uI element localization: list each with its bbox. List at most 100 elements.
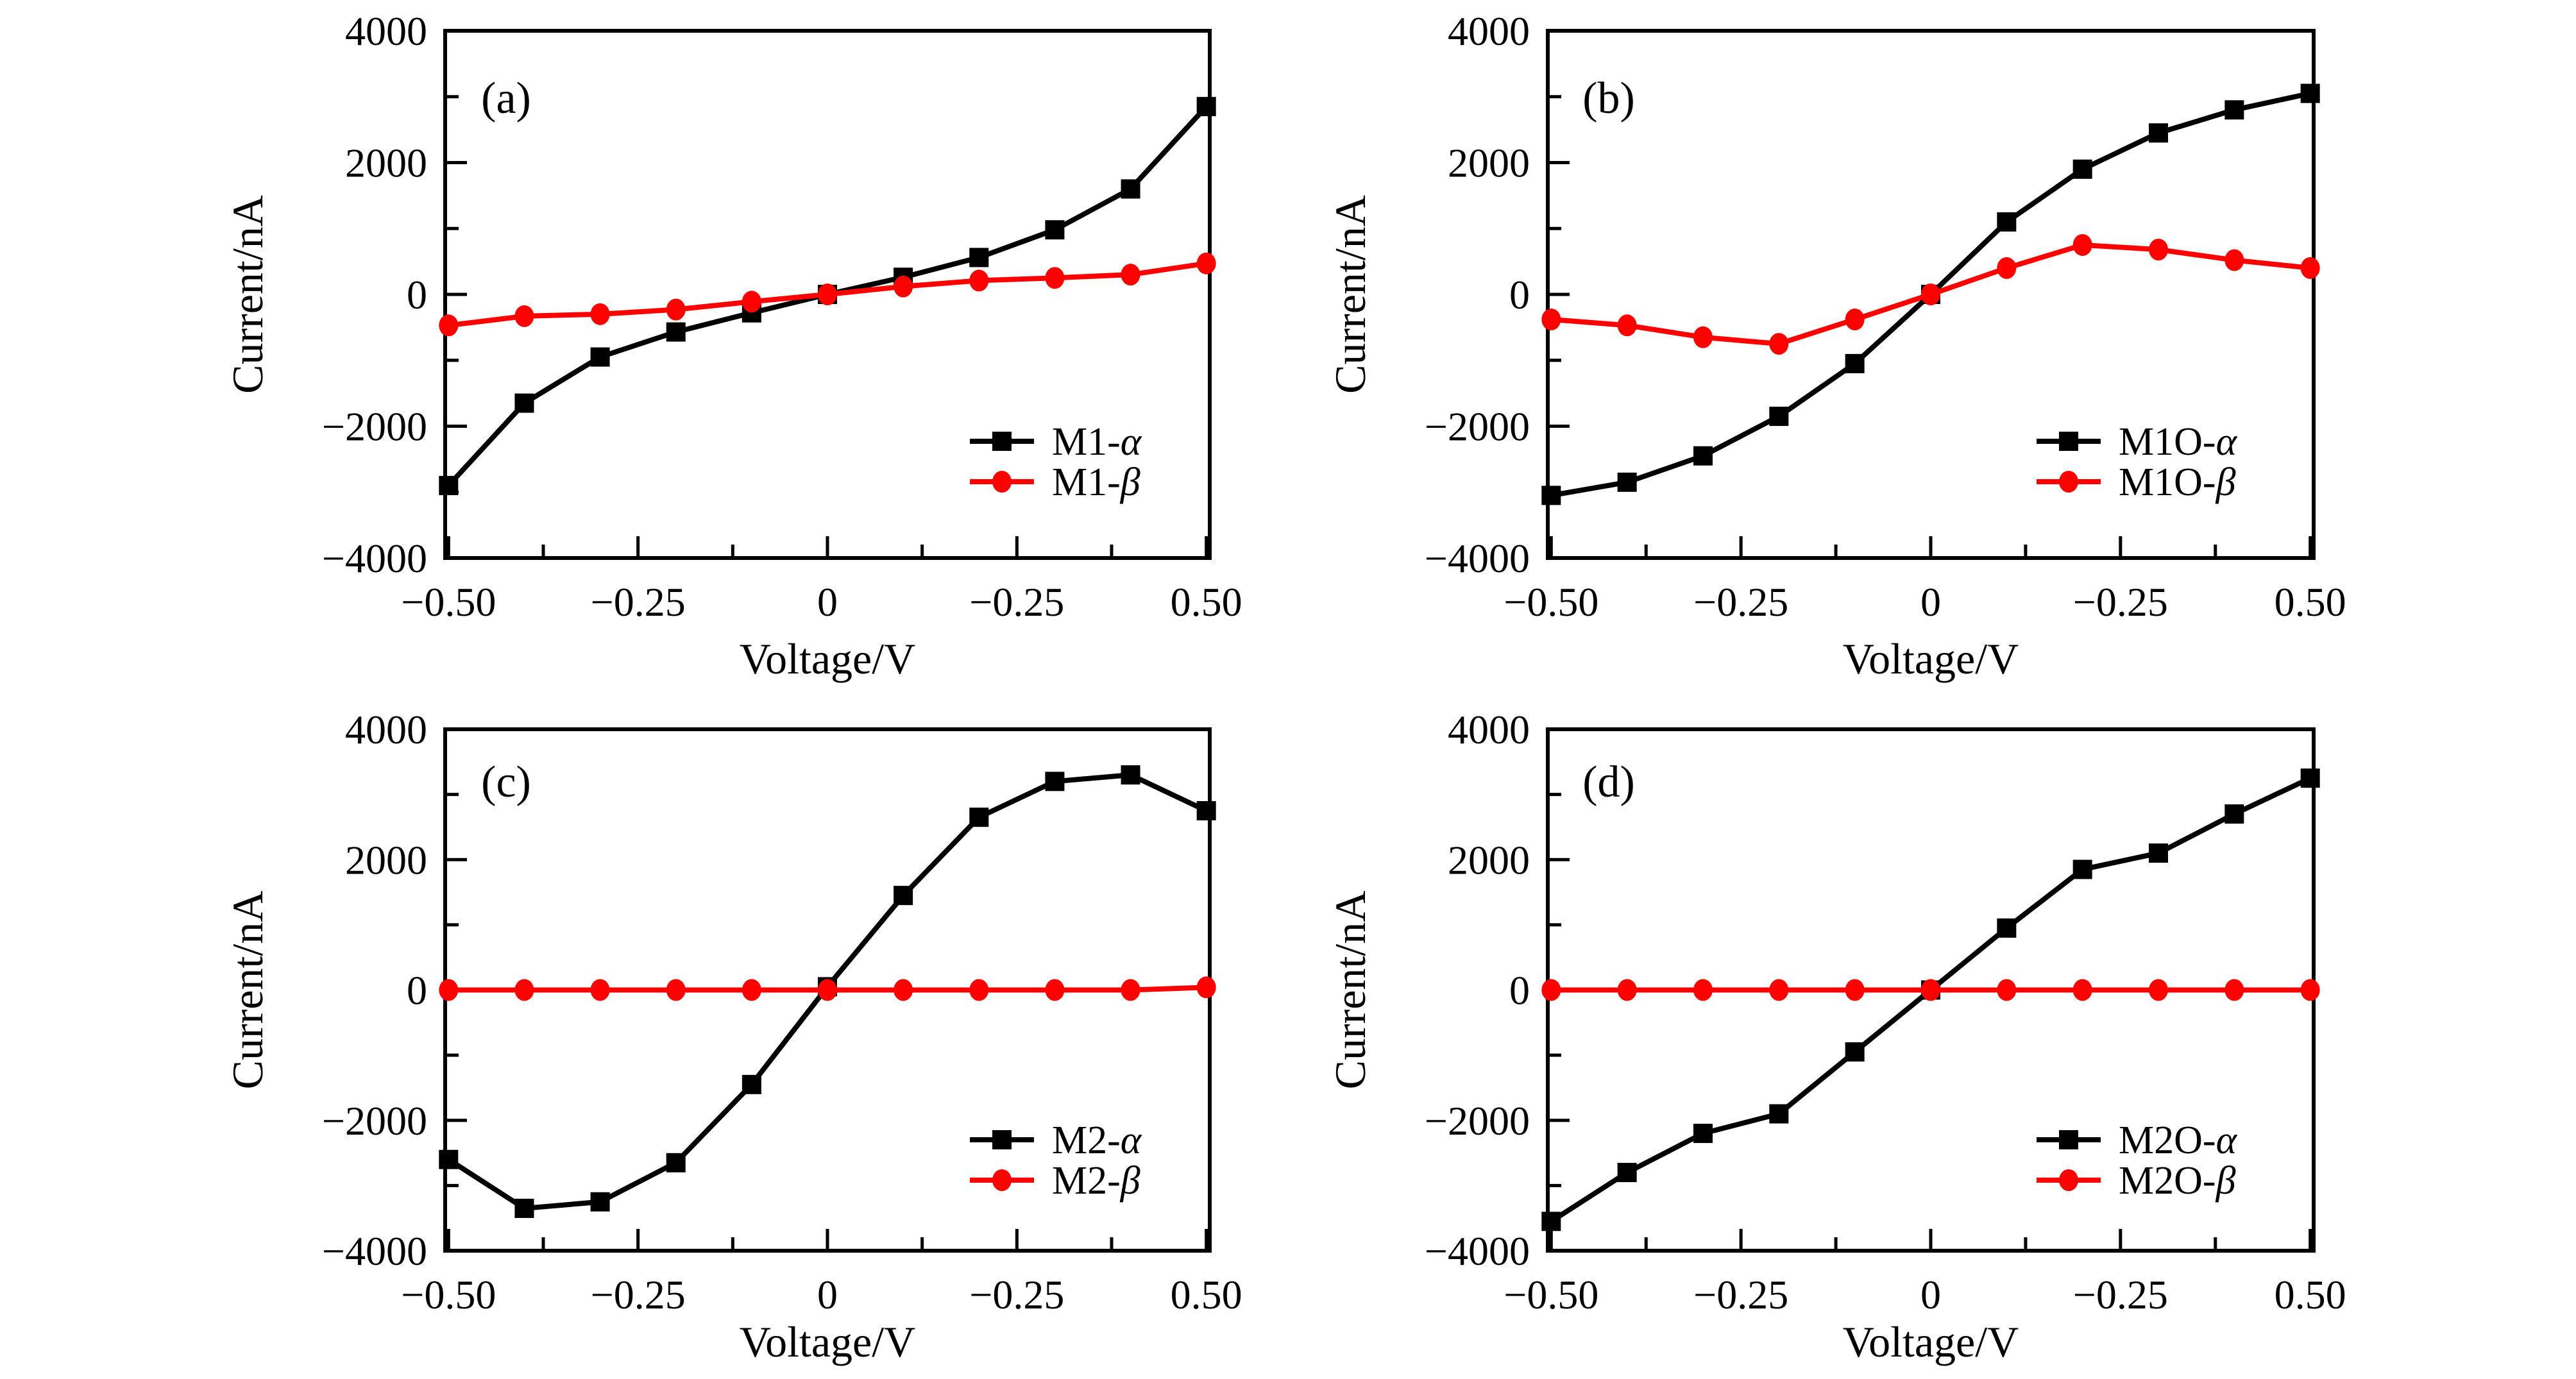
series-1-marker xyxy=(1693,326,1713,348)
x-axis-title: Voltage/V xyxy=(1843,1317,2019,1366)
x-tick-label: −0.25 xyxy=(969,579,1064,625)
plot-frame xyxy=(1546,29,2316,560)
series-1-marker xyxy=(1693,979,1713,1001)
series-0-marker xyxy=(1045,220,1065,240)
series-0-marker xyxy=(2300,83,2320,103)
series-1-marker xyxy=(2224,249,2244,271)
series-1-marker xyxy=(1769,979,1789,1001)
x-tick-label: 0 xyxy=(1920,1272,1941,1317)
x-tick-label: −0.25 xyxy=(1693,1272,1788,1317)
series-1-marker xyxy=(741,979,761,1001)
panel-letter: (a) xyxy=(481,74,531,123)
series-1-marker xyxy=(894,979,913,1001)
series-1-marker xyxy=(1845,979,1865,1001)
legend-square-marker-icon xyxy=(992,432,1012,451)
series-1-marker xyxy=(2149,979,2169,1001)
series-0-marker xyxy=(894,886,913,906)
series-0-marker xyxy=(1693,446,1713,466)
series-1-marker xyxy=(590,303,610,325)
series-1-marker xyxy=(1121,979,1140,1001)
legend-label: M1O-α xyxy=(2119,420,2238,464)
series-1-marker xyxy=(1196,976,1216,999)
series-0-marker xyxy=(1541,1212,1561,1231)
series-1-marker xyxy=(2072,233,2092,256)
legend: M2-αM2-β xyxy=(970,1119,1142,1203)
series-1-marker xyxy=(590,979,610,1001)
series-1-marker xyxy=(666,979,686,1001)
x-tick-label: −0.50 xyxy=(401,1272,496,1317)
series-0-marker xyxy=(741,1074,761,1094)
panel-letter: (b) xyxy=(1582,74,1635,123)
series-1-marker xyxy=(1617,979,1637,1001)
x-tick-label: −0.25 xyxy=(2073,1272,2168,1317)
series-1-marker xyxy=(666,298,686,321)
series-1-marker xyxy=(1997,979,2017,1001)
legend-label: M2-α xyxy=(1052,1119,1142,1162)
series-0-marker xyxy=(1997,212,2017,232)
x-tick-label: −0.50 xyxy=(1504,1272,1598,1317)
y-axis-title: Current/nA xyxy=(223,891,272,1090)
y-tick-label: −2000 xyxy=(1425,1098,1530,1144)
series-1-marker xyxy=(2300,979,2320,1001)
series-1-marker xyxy=(1541,309,1561,331)
series-1-marker xyxy=(1845,309,1865,331)
y-tick-label: 4000 xyxy=(1448,707,1530,752)
series-1-marker xyxy=(1045,267,1065,289)
series-1-marker xyxy=(514,979,534,1001)
series-0-marker xyxy=(514,393,534,413)
x-tick-label: 0 xyxy=(817,1272,838,1317)
series-1-marker xyxy=(894,275,913,298)
panel-d: −0.50 −0.25 0 −0.25 0.50 −4000 −2000 0 2000 4000 V… xyxy=(1326,707,2346,1366)
series-1-marker xyxy=(1196,252,1216,275)
x-tick-label: 0 xyxy=(1920,579,1941,625)
series-1-marker xyxy=(1921,979,1940,1001)
series-1-marker xyxy=(969,269,989,292)
x-tick-label: −0.25 xyxy=(2073,579,2168,625)
series-1-marker xyxy=(1921,283,1940,305)
chart-c: −0.50 −0.25 0 −0.25 0.50 −4000 −2000 0 2000 4000 V… xyxy=(223,707,1242,1366)
series-1-marker xyxy=(514,305,534,327)
plot-frame xyxy=(443,29,1212,560)
y-tick-label: 2000 xyxy=(1448,140,1530,186)
y-tick-label: 4000 xyxy=(345,8,427,54)
panel-c: −0.50 −0.25 0 −0.25 0.50 −4000 −2000 0 2000 4000 V… xyxy=(223,707,1242,1366)
series-0-marker xyxy=(1121,765,1140,785)
y-tick-label: −4000 xyxy=(1425,1228,1530,1274)
series-1-marker xyxy=(1121,264,1140,286)
series-0-marker xyxy=(1845,353,1865,373)
series-1-marker xyxy=(1997,257,2017,279)
y-tick-label: 0 xyxy=(1509,968,1530,1013)
chart-a: −0.50 −0.25 0 −0.25 0.50 −4000 −2000 0 2000 4000 V… xyxy=(223,8,1242,683)
x-tick-label: −0.25 xyxy=(591,1272,686,1317)
series-0-marker xyxy=(969,248,989,267)
legend-label: M1-α xyxy=(1052,420,1142,464)
series-1-marker xyxy=(2300,257,2320,279)
series-0-marker xyxy=(1845,1042,1865,1062)
legend-circle-marker-icon xyxy=(992,1169,1012,1191)
series-0-marker xyxy=(514,1198,534,1218)
legend-square-marker-icon xyxy=(992,1130,1012,1149)
series-0-marker xyxy=(1769,1104,1789,1124)
series-1-marker xyxy=(741,291,761,313)
x-tick-label: −0.25 xyxy=(1693,579,1788,625)
series-0-marker xyxy=(1693,1124,1713,1144)
y-tick-label: 0 xyxy=(407,968,427,1013)
y-tick-label: 2000 xyxy=(345,140,427,186)
series-0-marker xyxy=(1196,97,1216,117)
series-0-marker xyxy=(1196,801,1216,821)
series-0-marker xyxy=(666,322,686,342)
chart-d: −0.50 −0.25 0 −0.25 0.50 −4000 −2000 0 2000 4000 V… xyxy=(1326,707,2346,1366)
x-tick-label: 0.50 xyxy=(2275,1272,2346,1317)
legend-label: M2O-β xyxy=(2119,1159,2236,1203)
x-tick-label: −0.25 xyxy=(591,579,686,625)
series-0-marker xyxy=(2072,159,2092,179)
panel-letter: (d) xyxy=(1582,757,1635,807)
legend: M1-αM1-β xyxy=(970,420,1142,504)
y-tick-label: 0 xyxy=(1509,272,1530,317)
x-axis-title: Voltage/V xyxy=(1843,634,2019,683)
legend-circle-marker-icon xyxy=(2059,471,2078,493)
legend-label: M2-β xyxy=(1052,1159,1140,1203)
x-tick-label: 0 xyxy=(817,579,838,625)
